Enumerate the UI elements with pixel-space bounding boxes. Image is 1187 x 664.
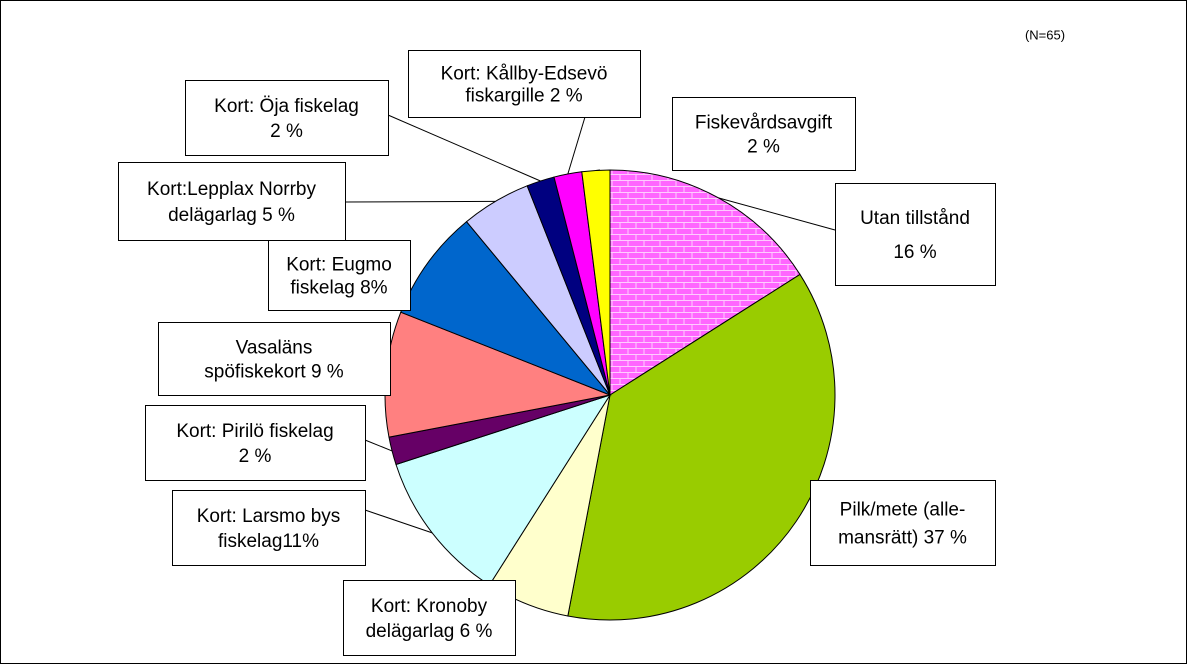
data-label: 16 % [893,242,936,263]
leader-line [718,197,836,231]
data-label: Kort:Lepplax Norrby [147,179,316,200]
label-box [145,405,366,481]
data-label: delägarlag 5 % [168,205,295,226]
label-box [185,80,389,156]
data-label: delägarlag 6 % [366,621,493,642]
leader-line [344,200,496,203]
data-label: Vasaläns [236,337,313,358]
leader-line [567,116,586,175]
label-box [158,322,391,396]
data-label: Kort: Öja fiskelag [214,96,359,117]
data-label: fiskelag 8% [290,278,387,299]
data-label: Pilk/mete (alle- [840,499,966,520]
label-box [343,580,516,656]
label-box [408,50,641,118]
data-label: Kort: Eugmo [286,254,392,275]
data-label: fiskelag11% [218,531,319,552]
data-label: Kort: Kållby-Edsevö [441,63,608,84]
label-box [672,97,856,171]
leader-line [364,439,393,452]
data-label: mansrätt) 37 % [838,528,967,549]
label-box [835,183,996,286]
label-box [172,490,366,566]
pie-slice [567,273,836,621]
sample-note: (N=65) [1025,27,1065,42]
pie-slice [609,169,801,396]
data-label: Kort: Larsmo bys [197,506,341,527]
label-box [810,480,996,566]
leader-line [387,114,541,182]
data-label: 2 % [239,446,272,467]
data-label: 2 % [747,137,780,158]
label-box [268,240,411,311]
label-box [118,162,346,241]
pie-slice [395,394,612,586]
data-label: Kort: Kronoby [371,596,488,617]
data-label: Fiskevårdsavgift [695,112,833,133]
data-label: spöfiskekort 9 % [204,362,343,383]
data-label: 2 % [270,121,303,142]
data-label: fiskargille 2 % [465,86,582,107]
data-label: Kort: Pirilö fiskelag [176,421,333,442]
leader-line [364,509,433,534]
data-label: Utan tillstånd [860,208,970,229]
